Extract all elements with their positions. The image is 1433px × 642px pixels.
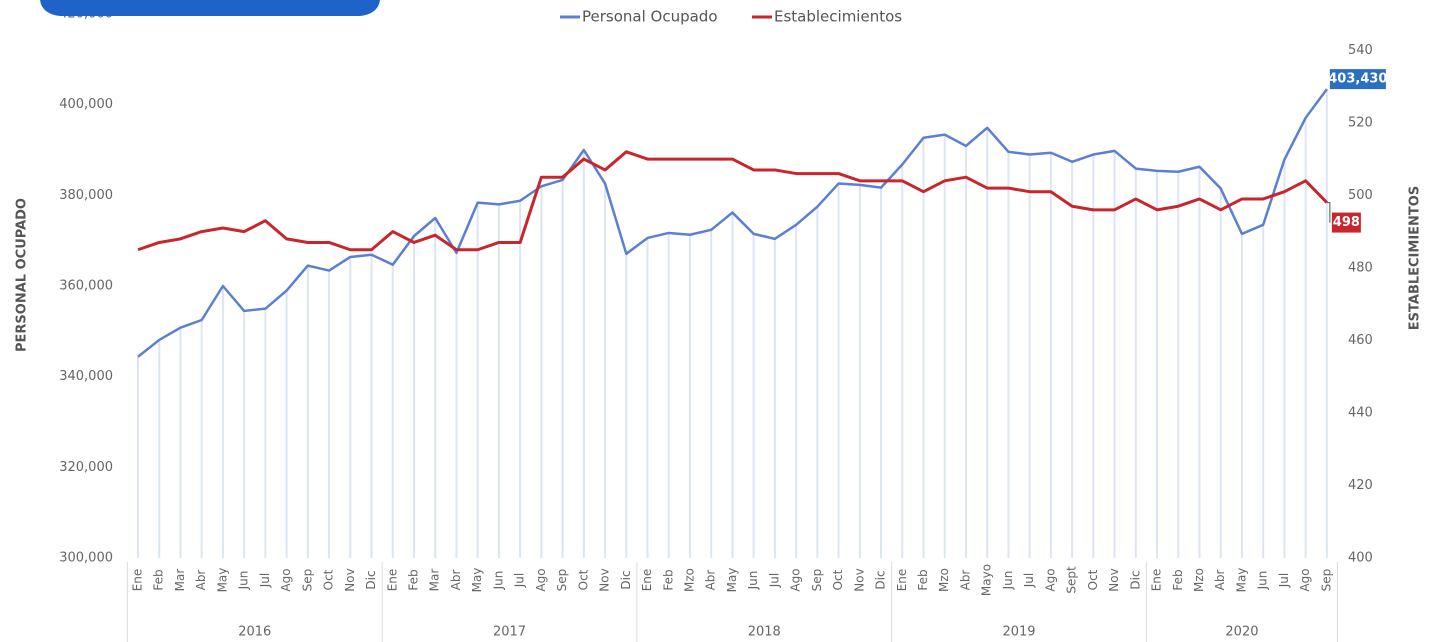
x-tick-label: May — [215, 568, 229, 593]
x-tick-label: Abr — [194, 570, 208, 591]
x-tick-label: Dic — [1128, 570, 1142, 589]
x-tick-label: Abr — [958, 570, 972, 591]
x-tick-label: Ago — [789, 568, 803, 591]
y-tick-label: 320,000 — [59, 460, 113, 475]
x-tick-label: Nov — [1107, 568, 1121, 591]
value-label: 403,430 — [1328, 72, 1387, 87]
legend-label: Personal Ocupado — [582, 8, 718, 26]
y-tick-label: 400,000 — [59, 97, 113, 112]
x-tick-label: Feb — [916, 569, 930, 590]
legend-label: Establecimientos — [774, 8, 902, 26]
x-tick-label: Mar — [173, 569, 187, 592]
x-tick-label: May — [470, 568, 484, 593]
x-tick-label: Jul — [513, 573, 527, 588]
y-axis-title: PERSONAL OCUPADO — [15, 198, 30, 352]
x-tick-label: Oct — [576, 569, 590, 590]
x-tick-label: Ene — [131, 569, 145, 592]
x-tick-label: Feb — [406, 569, 420, 590]
logo — [40, 0, 380, 16]
year-label: 2017 — [493, 625, 526, 640]
x-tick-label: Abr — [704, 570, 718, 591]
x-tick-label: Ago — [1043, 568, 1057, 591]
x-tick-label: Mzo — [937, 568, 951, 592]
x-tick-label: Jun — [746, 571, 760, 591]
y2-tick-label: 500 — [1348, 188, 1373, 203]
x-tick-label: Ago — [279, 568, 293, 591]
value-label-box — [1331, 212, 1361, 233]
x-tick-label: Feb — [152, 569, 166, 590]
x-tick-label: Oct — [1086, 569, 1100, 590]
x-tick-label: Jul — [1277, 573, 1291, 588]
x-tick-label: Sep — [300, 569, 314, 592]
x-tick-label: Jul — [1022, 573, 1036, 588]
x-tick-label: Sep — [810, 569, 824, 592]
x-tick-label: Ene — [895, 569, 909, 592]
x-tick-label: Ago — [534, 568, 548, 591]
x-tick-label: Ago — [1298, 568, 1312, 591]
x-tick-label: Oct — [322, 569, 336, 590]
x-tick-label: Dic — [364, 570, 378, 589]
x-tick-label: Sep — [555, 569, 569, 592]
x-tick-label: Jul — [258, 573, 272, 588]
x-tick-label: Ene — [385, 569, 399, 592]
x-tick-label: Ene — [1150, 569, 1164, 592]
y2-tick-label: 440 — [1348, 405, 1373, 420]
x-tick-label: May — [725, 568, 739, 593]
y2-tick-label: 520 — [1348, 115, 1373, 130]
y2-tick-label: 460 — [1348, 333, 1373, 348]
x-tick-label: Mar — [428, 569, 442, 592]
year-label: 2016 — [238, 625, 271, 640]
series-line — [137, 88, 1328, 358]
y-tick-label: 300,000 — [59, 551, 113, 566]
x-tick-label: Jun — [237, 571, 251, 591]
x-tick-label: Nov — [598, 568, 612, 591]
x-tick-label: Jun — [1256, 571, 1270, 591]
x-tick-label: Jun — [491, 571, 505, 591]
x-tick-label: Nov — [852, 568, 866, 591]
x-tick-label: Oct — [831, 569, 845, 590]
x-tick-label: Feb — [1171, 569, 1185, 590]
x-tick-label: Mzo — [1192, 568, 1206, 592]
year-label: 2018 — [748, 625, 781, 640]
x-tick-label: Abr — [449, 570, 463, 591]
value-label: 498 — [1333, 215, 1360, 230]
year-label: 2020 — [1225, 625, 1258, 640]
y2-tick-label: 540 — [1348, 43, 1373, 58]
x-tick-label: Jun — [1001, 571, 1015, 591]
x-tick-label: Jul — [767, 573, 781, 588]
x-tick-label: Nov — [343, 568, 357, 591]
y-tick-label: 360,000 — [59, 279, 113, 294]
y2-axis-title: ESTABLECIMIENTOS — [1408, 186, 1423, 330]
label-connector — [1326, 202, 1331, 223]
x-tick-label: Dic — [619, 570, 633, 589]
x-tick-label: Sept — [1065, 566, 1079, 594]
x-tick-label: Mzo — [682, 568, 696, 592]
y2-tick-label: 400 — [1348, 551, 1373, 566]
series-line — [137, 150, 1328, 252]
x-tick-label: May — [1234, 568, 1248, 593]
y-tick-label: 380,000 — [59, 188, 113, 203]
x-tick-label: Abr — [1213, 570, 1227, 591]
x-tick-label: Feb — [661, 569, 675, 590]
x-tick-label: Dic — [874, 570, 888, 589]
year-label: 2019 — [1002, 625, 1035, 640]
x-tick-label: Sep — [1319, 569, 1333, 592]
y2-tick-label: 480 — [1348, 260, 1373, 275]
x-tick-label: Mayo — [980, 564, 994, 596]
x-tick-label: Ene — [640, 569, 654, 592]
value-label-box — [1329, 69, 1386, 90]
y-tick-label: 340,000 — [59, 369, 113, 384]
y2-tick-label: 420 — [1348, 478, 1373, 493]
